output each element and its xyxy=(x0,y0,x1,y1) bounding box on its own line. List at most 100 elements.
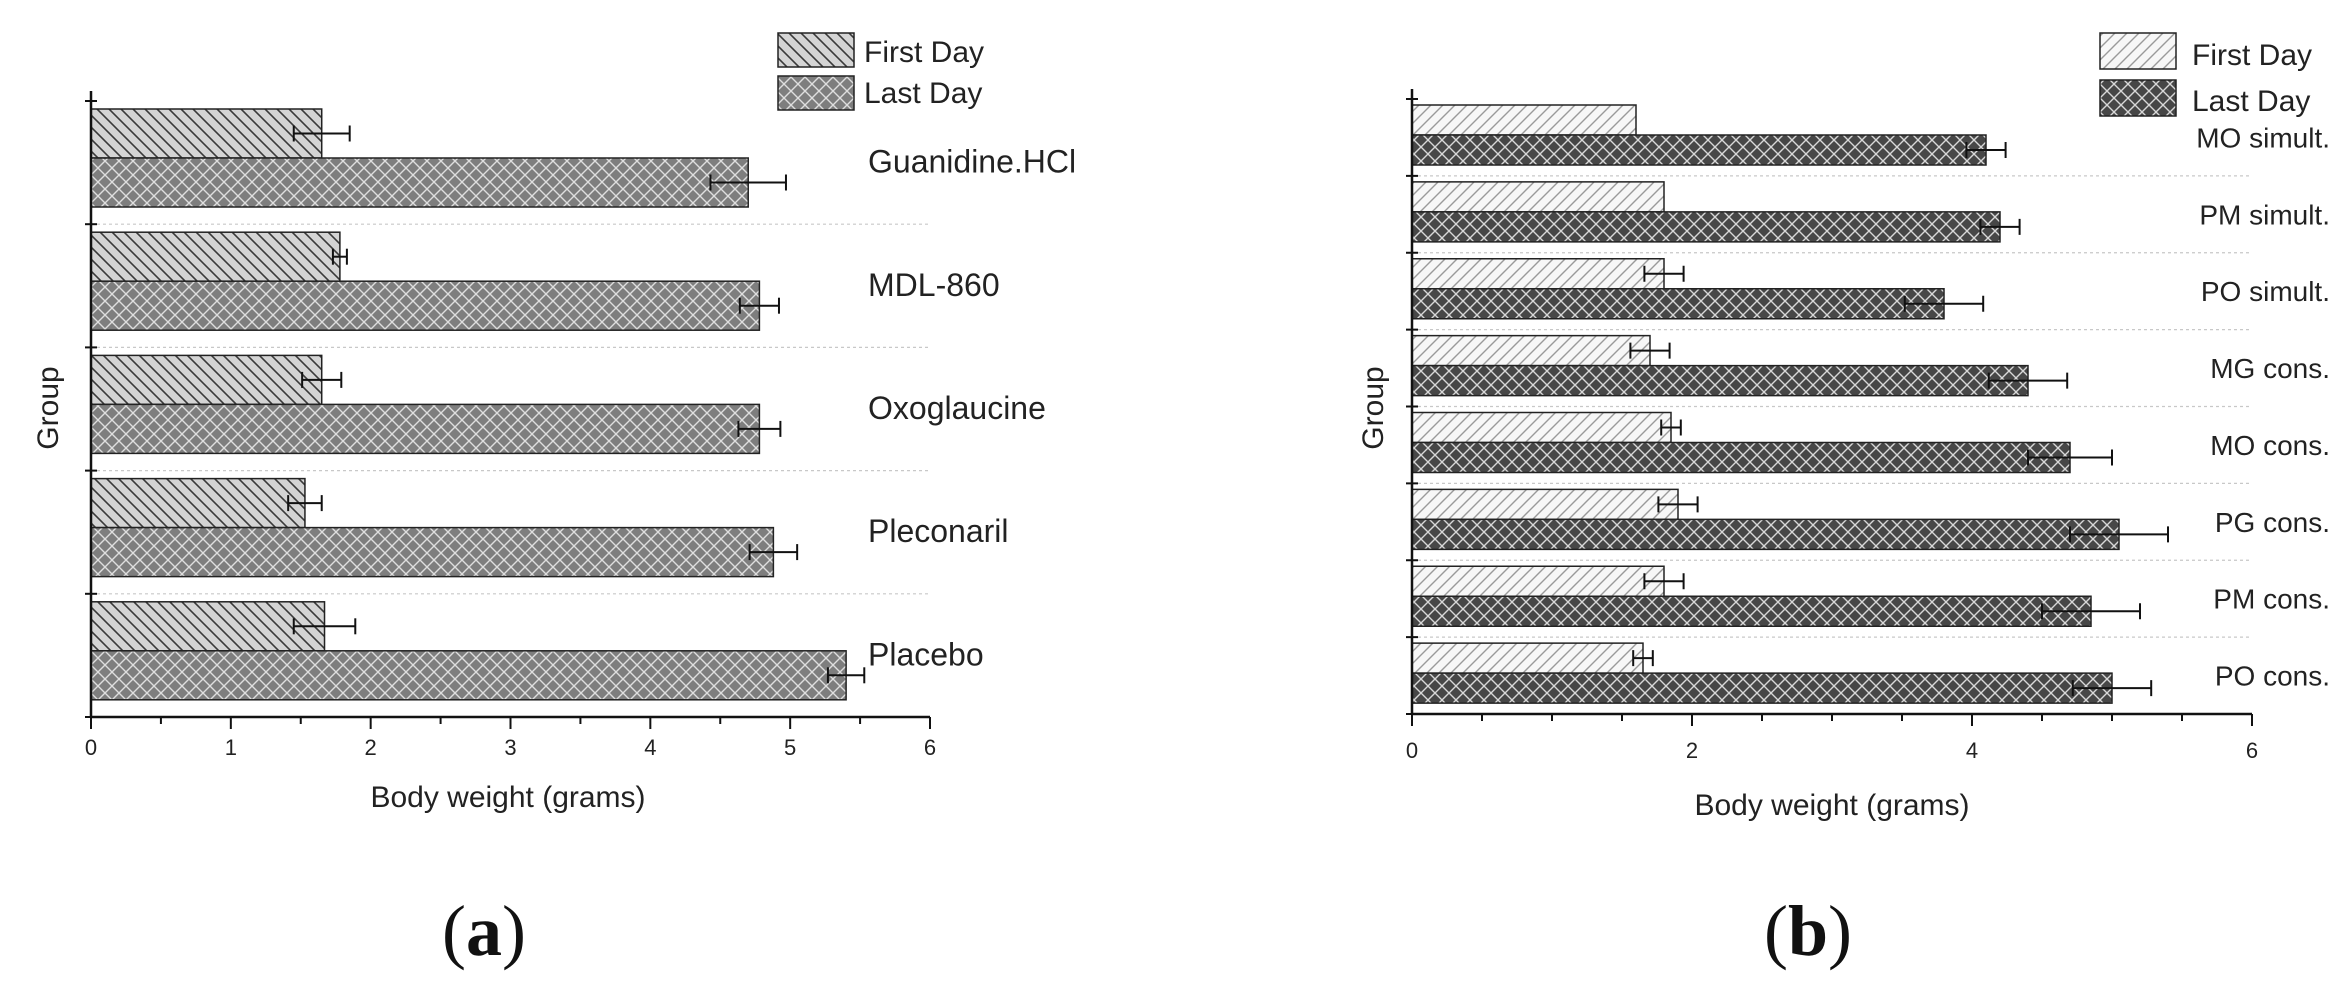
bar-last-day xyxy=(1411,288,1945,320)
legend-swatch-last-day xyxy=(2099,79,2177,117)
bar-last-day xyxy=(1411,211,2001,243)
chart-panel-a: 0 1 2 3 4 5 6 Guanidine.HCl MDL-860 Oxoglaucine P… xyxy=(32,32,1076,971)
legend-label-first-day: First Day xyxy=(2192,39,2312,72)
bar-last-day xyxy=(1411,441,2071,474)
error-bar xyxy=(1629,342,1671,359)
error-bar xyxy=(2027,449,2113,466)
error-bar xyxy=(738,297,780,314)
legend: First Day Last Day xyxy=(777,32,984,111)
bar-last-day xyxy=(1411,595,2092,627)
category-label: MDL-860 xyxy=(868,267,1000,303)
error-bar xyxy=(1979,218,2021,235)
error-bar xyxy=(1643,265,1685,282)
error-bar xyxy=(748,544,799,561)
category-label: PM simult. xyxy=(2199,199,2330,230)
bar-first-day xyxy=(1411,642,1644,674)
error-bar xyxy=(2071,680,2153,697)
x-tick-labels: 0 2 4 6 xyxy=(1406,738,2258,763)
chart-panel-b: 0 2 4 6 MO simult. PM simult. PO simult. MG co… xyxy=(1357,32,2330,971)
x-tick-labels: 0 1 2 3 4 5 6 xyxy=(85,735,936,760)
x-tick-label: 0 xyxy=(85,735,97,760)
category-label: PG cons. xyxy=(2215,507,2330,538)
x-tick-label: 5 xyxy=(784,735,796,760)
error-bars xyxy=(1629,142,2169,697)
group-separators xyxy=(91,223,930,595)
x-tick-label: 2 xyxy=(1686,738,1698,763)
category-label: Oxoglaucine xyxy=(868,390,1046,426)
bar-first-day xyxy=(90,231,341,282)
error-bar xyxy=(1632,650,1654,667)
error-bar xyxy=(1643,573,1685,590)
bar-last-day xyxy=(90,650,847,701)
error-bar xyxy=(1903,295,1985,312)
error-bars xyxy=(287,125,866,684)
x-axis-label: Body weight (grams) xyxy=(370,781,645,814)
error-bar xyxy=(1965,142,2007,158)
category-label: PO cons. xyxy=(2215,661,2330,692)
bar-last-day xyxy=(1411,672,2113,704)
error-bar xyxy=(2069,526,2169,543)
bar-first-day xyxy=(1411,258,1665,290)
bar-first-day xyxy=(1411,181,1665,213)
error-bar xyxy=(1660,419,1682,436)
y-axis-label: Group xyxy=(32,366,65,449)
legend-swatch-first-day xyxy=(2099,32,2177,70)
bar-first-day xyxy=(1411,411,1672,444)
legend-label-last-day: Last Day xyxy=(2192,85,2310,118)
bar-last-day xyxy=(1411,134,1987,166)
category-labels: Guanidine.HCl MDL-860 Oxoglaucine Pleconari… xyxy=(868,144,1076,673)
axes xyxy=(85,91,931,729)
category-label: PO simult. xyxy=(2201,276,2330,307)
error-bar xyxy=(301,371,343,388)
bar-first-day xyxy=(1411,104,1637,136)
bar-first-day xyxy=(90,601,326,652)
bars xyxy=(90,108,847,701)
bar-last-day xyxy=(1411,364,2029,397)
category-label: Placebo xyxy=(868,636,984,672)
group-separators xyxy=(1412,175,2252,638)
y-axis-label: Group xyxy=(1357,366,1390,449)
x-tick-label: 4 xyxy=(644,735,656,760)
bar-last-day xyxy=(90,280,761,331)
bar-first-day xyxy=(1411,488,1679,521)
error-bar xyxy=(1657,496,1699,513)
bar-last-day xyxy=(90,157,749,208)
error-bar xyxy=(826,667,866,684)
bar-first-day xyxy=(90,477,306,529)
x-tick-label: 2 xyxy=(365,735,377,760)
x-tick-label: 0 xyxy=(1406,738,1418,763)
bars xyxy=(1411,104,2120,704)
error-bar xyxy=(287,495,323,512)
category-labels: MO simult. PM simult. PO simult. MG cons. MO… xyxy=(2196,122,2330,691)
category-label: Pleconaril xyxy=(868,513,1009,549)
panel-label-b: (b) xyxy=(1764,891,1852,971)
error-bar xyxy=(292,618,357,635)
axes xyxy=(1406,89,2253,726)
x-tick-label: 6 xyxy=(924,735,936,760)
legend-swatch-first-day xyxy=(777,32,855,68)
legend-swatch-last-day xyxy=(777,75,855,111)
bar-first-day xyxy=(1411,565,1665,597)
x-tick-label: 3 xyxy=(504,735,516,760)
x-axis-label: Body weight (grams) xyxy=(1694,789,1969,822)
bar-last-day xyxy=(90,403,761,455)
legend-label-first-day: First Day xyxy=(864,36,984,69)
x-tick-label: 4 xyxy=(1966,738,1978,763)
panel-label-b-letter: b xyxy=(1788,891,1828,971)
bar-last-day xyxy=(90,526,775,578)
bar-last-day xyxy=(1411,518,2120,551)
category-label: MO simult. xyxy=(2196,122,2330,153)
category-label: MG cons. xyxy=(2210,353,2330,384)
panel-label-a: (a) xyxy=(442,891,526,971)
error-bar xyxy=(331,248,348,265)
category-label: PM cons. xyxy=(2213,584,2330,615)
error-bar xyxy=(709,174,787,191)
category-label: MO cons. xyxy=(2210,430,2330,461)
legend-label-last-day: Last Day xyxy=(864,77,982,110)
bar-first-day xyxy=(90,354,323,406)
error-bar xyxy=(1987,372,2069,389)
panel-label-a-letter: a xyxy=(466,891,502,971)
error-bar xyxy=(737,420,782,437)
bar-first-day xyxy=(1411,334,1651,367)
